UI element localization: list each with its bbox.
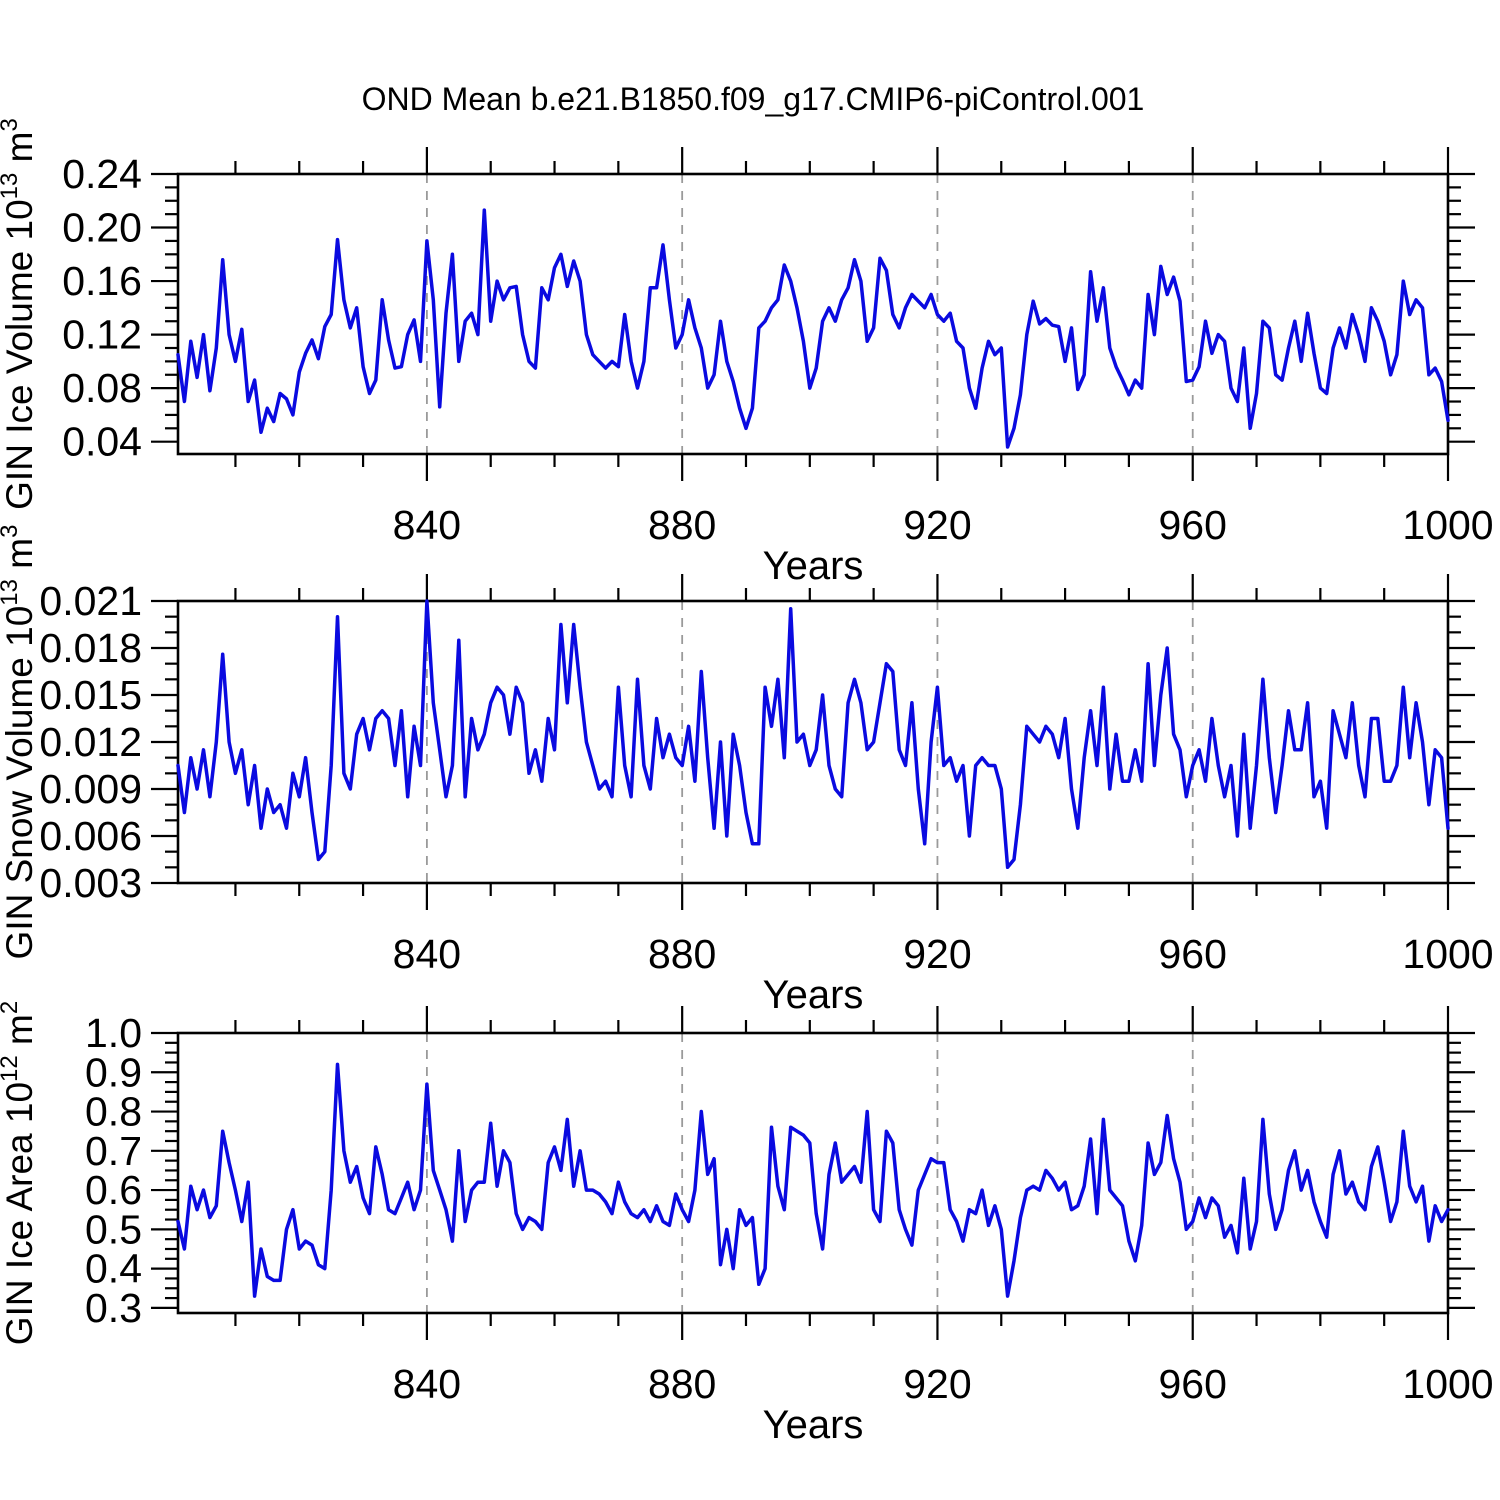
series-line-snow-volume (176, 599, 1450, 870)
x-tick-label-ice-volume: 960 (1159, 502, 1227, 548)
panel-gen-snow-volume: 840 880 920 960 10000.0030.0060.0090.0120.01… (39, 574, 1494, 977)
panel-gin-ice-volume: 840 880 920 960 1000 0.04 0.08 0.12 0.16 0.20 0.24… (0, 118, 1494, 588)
plot-frame-ice-area (176, 1031, 1450, 1315)
panel-gin-snow-volume: 840 880 920 960 10000.0030.0060.0090.0120.01… (0, 525, 1494, 1017)
plot-frame-ice-volume (176, 172, 1450, 456)
y-tick-label-ice-volume: 0.08 (62, 365, 142, 411)
x-axis-label-ice-volume: Years (763, 544, 864, 588)
x-axis-label-snow-volume: Years (763, 973, 864, 1017)
x-tick-label-ice-area: 1000 (1402, 1361, 1493, 1407)
y-tick-label-ice-area: 0.7 (85, 1128, 142, 1174)
x-tick-label-ice-volume: 840 (393, 502, 461, 548)
x-tick-label-snow-volume: 1000 (1402, 931, 1493, 977)
x-tick-label-ice-volume: 880 (648, 502, 716, 548)
panel-gen-ice-area: 840 880 920 960 1000 0.30.40.50.60.70.80.91.0 (85, 1006, 1494, 1407)
y-tick-label-ice-volume: 0.04 (62, 419, 142, 465)
chart-title: OND Mean b.e21.B1850.f09_g17.CMIP6-piCon… (362, 81, 1145, 117)
x-tick-label-snow-volume: 920 (903, 931, 971, 977)
y-tick-label-ice-area: 0.5 (85, 1206, 142, 1252)
x-tick-label-snow-volume: 840 (393, 931, 461, 977)
panel-gen-ice-volume: 840 880 920 960 1000 0.04 0.08 0.12 0.16 0.20 0.24 (62, 147, 1494, 548)
y-tick-label-ice-area: 0.4 (85, 1246, 142, 1292)
y-axis-title-ice-area: GIN Ice Area 1012 m2 (0, 1001, 40, 1345)
y-tick-label-ice-volume: 0.20 (62, 205, 142, 251)
y-tick-label-snow-volume: 0.021 (39, 578, 142, 624)
x-tick-label-ice-area: 960 (1159, 1361, 1227, 1407)
x-tick-label-snow-volume: 880 (648, 931, 716, 977)
y-tick-label-snow-volume: 0.009 (39, 766, 142, 812)
y-tick-label-snow-volume: 0.015 (39, 672, 142, 718)
y-tick-label-ice-area: 0.3 (85, 1285, 142, 1331)
series-line-ice-area (176, 1062, 1450, 1298)
x-tick-label-snow-volume: 960 (1159, 931, 1227, 977)
x-tick-label-ice-volume: 920 (903, 502, 971, 548)
x-tick-label-ice-area: 840 (393, 1361, 461, 1407)
y-tick-label-snow-volume: 0.012 (39, 719, 142, 765)
x-axis-label-ice-area: Years (763, 1403, 864, 1447)
x-tick-label-ice-area: 920 (903, 1361, 971, 1407)
y-tick-label-ice-area: 0.6 (85, 1167, 142, 1213)
y-tick-label-ice-area: 1.0 (85, 1010, 142, 1056)
x-tick-label-ice-area: 880 (648, 1361, 716, 1407)
y-tick-label-ice-volume: 0.12 (62, 312, 142, 358)
y-axis-title-ice-volume: GIN Ice Volume 1013 m3 (0, 118, 40, 510)
y-tick-label-ice-area: 0.8 (85, 1089, 142, 1135)
y-tick-label-ice-volume: 0.16 (62, 258, 142, 304)
x-tick-label-ice-volume: 1000 (1402, 502, 1493, 548)
y-tick-label-snow-volume: 0.006 (39, 813, 142, 859)
y-tick-label-snow-volume: 0.003 (39, 860, 142, 906)
y-tick-label-snow-volume: 0.018 (39, 625, 142, 671)
y-axis-title-snow-volume: GIN Snow Volume 1013 m3 (0, 525, 40, 960)
y-tick-label-ice-area: 0.9 (85, 1049, 142, 1095)
y-tick-label-ice-volume: 0.24 (62, 151, 142, 197)
panel-gin-ice-area: 840 880 920 960 1000 0.30.40.50.60.70.80.91.0… (0, 1001, 1494, 1447)
series-line-ice-volume (176, 208, 1450, 449)
